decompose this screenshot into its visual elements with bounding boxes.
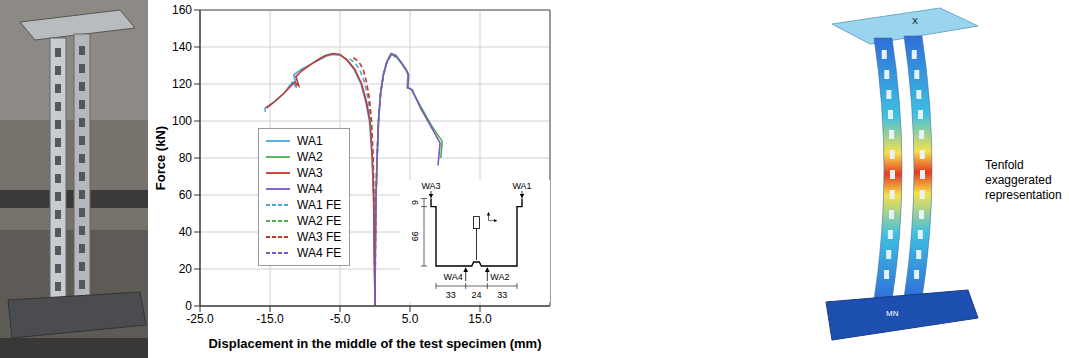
- html-text:exaggerated: exaggerated: [985, 173, 1052, 187]
- svg-text:-25.0: -25.0: [186, 312, 214, 326]
- svg-text:9: 9: [410, 200, 420, 205]
- svg-text:140: 140: [172, 40, 192, 54]
- svg-text:160: 160: [172, 3, 192, 17]
- svg-text:15.0: 15.0: [468, 312, 492, 326]
- html-text:WA4 FE: WA4 FE: [297, 246, 342, 260]
- svg-text:24: 24: [471, 290, 481, 300]
- svg-text:33: 33: [446, 290, 456, 300]
- svg-text:33: 33: [497, 290, 507, 300]
- html-text:representation: representation: [985, 188, 1062, 202]
- svg-text:-15.0: -15.0: [256, 312, 284, 326]
- svg-text:WA1: WA1: [512, 181, 531, 191]
- html-text:WA2 FE: WA2 FE: [297, 214, 342, 228]
- svg-text:-5.0: -5.0: [330, 312, 351, 326]
- svg-text:WA3: WA3: [421, 181, 440, 191]
- svg-text:Force (kN): Force (kN): [153, 126, 168, 190]
- svg-text:MN: MN: [886, 309, 899, 318]
- svg-text:Displacement in the middle of: Displacement in the middle of the test s…: [208, 336, 541, 351]
- svg-text:X: X: [912, 16, 918, 26]
- html-text:WA4: WA4: [297, 182, 323, 196]
- svg-text:66: 66: [410, 231, 420, 241]
- svg-text:120: 120: [172, 77, 192, 91]
- svg-text:60: 60: [179, 188, 193, 202]
- svg-text:100: 100: [172, 114, 192, 128]
- svg-text:5.0: 5.0: [402, 312, 419, 326]
- html-text:WA3: WA3: [297, 166, 323, 180]
- html-text:Tenfold: Tenfold: [985, 158, 1024, 172]
- html-text:WA3 FE: WA3 FE: [297, 230, 342, 244]
- svg-text:WA4: WA4: [444, 272, 463, 282]
- svg-text:80: 80: [179, 151, 193, 165]
- html-text:WA1 FE: WA1 FE: [297, 198, 342, 212]
- svg-text:20: 20: [179, 262, 193, 276]
- svg-text:40: 40: [179, 225, 193, 239]
- svg-text:0: 0: [185, 299, 192, 313]
- svg-text:WA2: WA2: [490, 272, 509, 282]
- html-text:WA1: WA1: [297, 134, 323, 148]
- html-text:WA2: WA2: [297, 150, 323, 164]
